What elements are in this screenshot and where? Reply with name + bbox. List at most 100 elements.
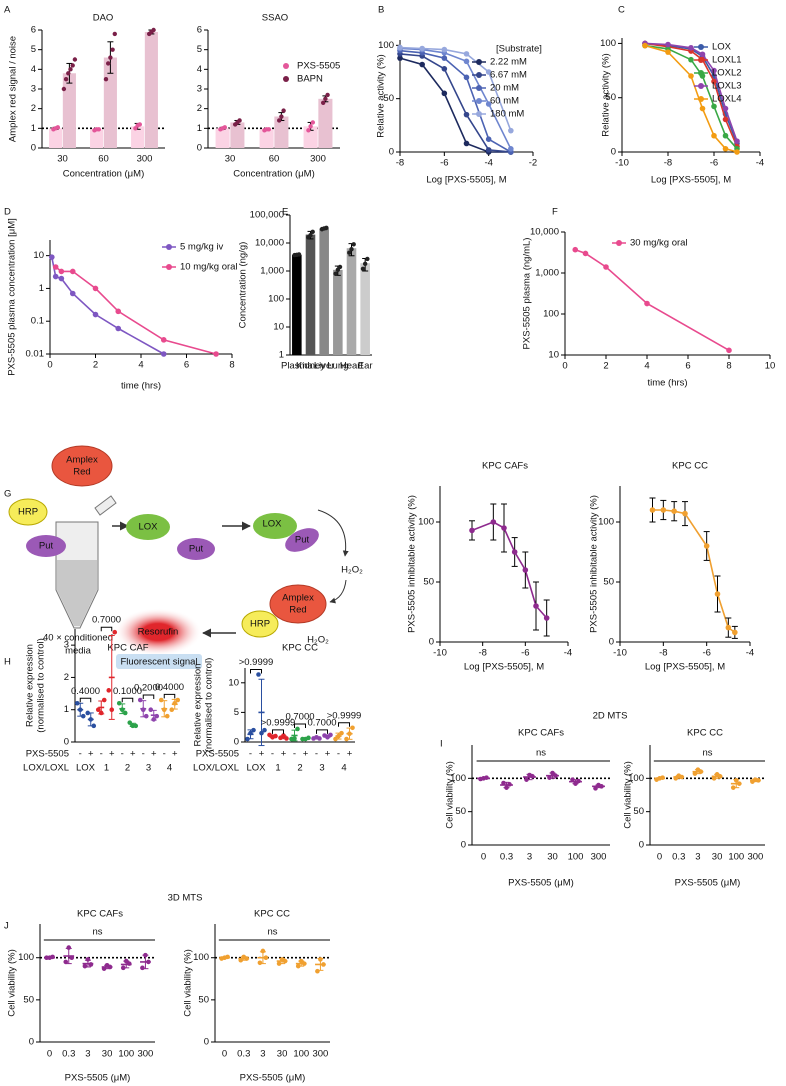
data-point [337,264,343,270]
data-point [72,57,78,62]
data-point [318,957,323,962]
y-tick-label: 2 [31,103,36,114]
panel-label: A [4,5,11,16]
annotation: ns [702,748,712,759]
data-point [126,961,132,966]
y-tick-label: 0 [234,737,239,748]
bar [292,254,302,355]
x-tick-label: 300 [137,1049,153,1060]
x-tick-label: + [303,749,309,760]
y-tick-label: 100,000 [250,210,284,221]
data-point [711,776,717,781]
diagram-label: Red [289,605,306,616]
data-point [101,966,107,971]
data-point [106,688,112,693]
chart-title: KPC CC [687,728,723,739]
tube-cap [94,495,117,516]
data-point [122,710,128,716]
x-axis-label: PXS-5505 (μM) [508,878,574,889]
data-point [245,736,250,742]
data-point [112,31,117,37]
series-line [399,53,511,153]
data-point [169,707,175,713]
data-point [50,954,55,960]
data-point [441,66,448,72]
data-point [119,707,125,713]
data-point [282,958,288,964]
legend-marker [283,63,289,69]
data-point [699,51,706,58]
diagram-label: media [65,646,92,657]
x-tick-label: - [100,749,103,760]
data-point [213,351,219,357]
legend-label: 60 mM [490,96,519,107]
x-tick-label: 2 [93,360,98,371]
data-point [547,775,552,780]
data-point [711,78,717,85]
data-point [642,42,648,49]
x-tick-label: 3 [85,1049,90,1060]
assay-diagram: Amplex Red HRP Put LOX Put LOX Put H₂O₂ … [8,445,363,669]
legend-marker [476,85,482,91]
annotation: ns [267,927,277,938]
chart-title: DAO [93,13,114,24]
x-tick-label: - [121,749,124,760]
x-tick-label: - [142,749,145,760]
y-axis-label: Concentration (ng/g) [238,242,249,329]
x-tick-label: 6 [184,360,189,371]
y-tick-label: 1 [197,123,202,134]
x-tick-label: - [163,749,166,760]
data-point [543,615,550,621]
hrp-shape [241,610,279,638]
y-tick-label: 10,000 [255,238,284,249]
data-point [593,786,598,791]
data-point [276,118,282,123]
x-tick-label: 30 [102,1049,113,1060]
x-tick-label: 3 [527,852,532,863]
x-tick-label: 100 [118,1049,134,1060]
data-point [576,778,581,784]
x-tick-label: 2 [603,361,608,372]
data-point [161,707,167,713]
significance-bracket [121,697,134,703]
data-point [524,777,529,782]
data-point [88,962,94,967]
y-tick-label: 10 [548,350,559,361]
legend-marker [283,76,289,82]
data-point [688,44,694,51]
data-point [115,325,122,332]
y-tick-label: 100 [18,952,34,963]
data-point [463,58,470,65]
p-value: 0.7000 [307,717,336,728]
legend-label: 180 mM [490,109,524,120]
bar [259,129,274,148]
series-line [399,57,511,153]
data-point [298,958,304,964]
data-point [726,347,732,354]
data-point [263,955,269,961]
annotation: ns [92,927,102,938]
data-point [66,945,72,950]
y-tick-label: 3 [64,640,69,651]
data-point [333,271,338,276]
row-label: PXS-5505 [196,749,239,760]
y-tick-label: 0 [29,1037,34,1048]
data-point [360,266,366,271]
panel-label: H [4,657,11,668]
x-tick-label: 100 [728,852,744,863]
data-point [671,508,677,514]
series-line [652,509,736,634]
data-point [441,55,448,61]
bar [62,73,76,148]
data-point [511,549,518,555]
chart-title: KPC CC [254,909,290,920]
x-tick-label: 30 [712,852,723,863]
legend-marker [476,59,482,65]
data-point [310,229,315,235]
x-tick-label: -4 [746,648,754,659]
data-point [688,56,694,63]
data-point [160,351,167,357]
legend-marker [476,111,482,117]
data-point [116,700,122,706]
y-tick-label: 100 [600,38,616,49]
